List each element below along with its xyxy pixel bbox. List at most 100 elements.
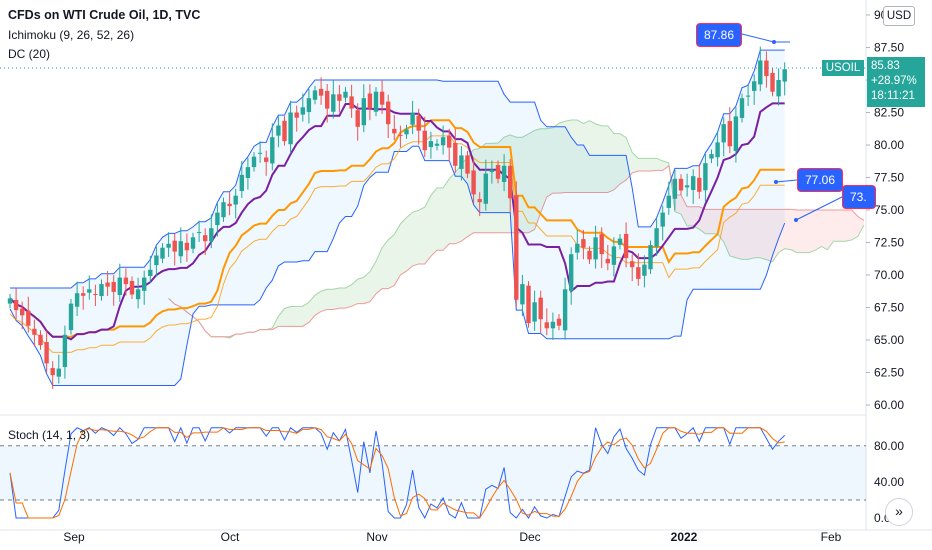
candle-body (447, 135, 452, 148)
cloud-segment (290, 306, 297, 327)
candle-body (428, 141, 434, 148)
stoch-band (0, 445, 866, 500)
cloud-segment (735, 209, 742, 260)
candle-body (367, 93, 373, 109)
candle-body (343, 91, 348, 98)
candle-body (196, 232, 202, 234)
candle-body (148, 269, 153, 277)
candle-body (203, 235, 208, 242)
lower-callout[interactable]: 73. (842, 185, 876, 209)
cloud-segment (540, 128, 547, 213)
candle-body (575, 243, 580, 253)
stoch-tick-label: 80.00 (874, 439, 904, 453)
candle-body (386, 101, 391, 125)
candle-body (13, 299, 19, 311)
last-price-tag: 85.83 +28.97% 18:11:21 (867, 57, 925, 107)
callout-lines (741, 33, 843, 222)
candle-body (215, 212, 220, 226)
cloud-segment (430, 187, 437, 257)
scroll-to-realtime-button[interactable]: » (885, 498, 913, 526)
bar-countdown: 18:11:21 (871, 90, 915, 102)
cloud-segment (485, 143, 492, 233)
time-tick-label: 2022 (671, 530, 698, 544)
candle-body (569, 254, 574, 291)
cloud-segment (559, 121, 566, 194)
currency-button[interactable]: USD (883, 6, 915, 26)
cloud-segment (376, 247, 383, 294)
cloud-segment (455, 164, 462, 244)
candle-body (727, 121, 732, 147)
candle-body (434, 143, 440, 146)
cloud-segment (839, 210, 846, 242)
stoch-legend[interactable]: Stoch (14, 1, 3) (8, 428, 91, 442)
candle-body (440, 137, 446, 146)
time-tick-label: Oct (221, 530, 240, 544)
candle-body (453, 142, 458, 166)
candle-body (129, 280, 135, 295)
price-tick-label: 67.50 (874, 301, 904, 315)
candle-body (337, 94, 342, 101)
cloud-segment (345, 284, 352, 309)
candle-body (782, 69, 787, 82)
symbol-tag: USOIL (822, 60, 864, 76)
candle-body (520, 284, 525, 305)
last-price: 85.83 (871, 60, 900, 72)
cloud-segment (565, 119, 572, 193)
price-tick-label: 62.50 (874, 366, 904, 380)
cloud-segment (650, 158, 657, 171)
candle-body (691, 176, 696, 190)
candle-body (611, 246, 617, 265)
candle-body (20, 308, 25, 316)
ichimoku-legend[interactable]: Ichimoku (9, 26, 52, 26) (8, 28, 135, 42)
cloud-segment (369, 261, 376, 302)
candle-body (672, 178, 678, 199)
cloud-segment (644, 158, 651, 171)
stochastic-pane (0, 426, 866, 520)
cloud-segment (790, 209, 797, 253)
candle-body (599, 234, 604, 255)
lagging-span (9, 135, 785, 353)
cloud-segment (662, 160, 669, 171)
candle-body (312, 90, 318, 100)
high-callout[interactable]: 87.86 (696, 23, 743, 47)
candle-body (318, 88, 324, 96)
cloud-segment (803, 210, 810, 253)
candle-body (465, 155, 470, 174)
chart-title: CFDs on WTI Crude Oil, 1D, TVC (8, 8, 201, 22)
candle-body (87, 289, 92, 293)
candle-body (550, 321, 556, 329)
lower-callout-connector (795, 196, 843, 221)
lower-anchor-dot (794, 218, 798, 222)
cloud-segment (534, 128, 541, 230)
candle-body (184, 242, 190, 251)
candle-body (666, 195, 671, 208)
candle-body (495, 165, 501, 179)
cloud-segment (388, 234, 395, 289)
candle-body (270, 137, 275, 164)
stoch-k-line (9, 426, 786, 520)
price-tick-label: 77.50 (874, 171, 904, 185)
price-grid (0, 0, 932, 531)
cloud-segment (418, 207, 425, 264)
donchian-legend[interactable]: DC (20) (8, 47, 51, 61)
kijun-callout[interactable]: 77.06 (797, 168, 844, 192)
cloud-segment (742, 209, 749, 260)
donchian-channel (9, 49, 786, 386)
candle-body (623, 233, 629, 259)
cloud-segment (638, 158, 645, 171)
candle-body (489, 169, 495, 173)
cloud-segment (796, 210, 803, 253)
cloud-segment (772, 209, 779, 262)
candle-body (56, 368, 61, 377)
candle-body (398, 134, 403, 136)
cloud-segment (656, 158, 663, 171)
cloud-segment (620, 133, 627, 184)
cloud-segment (821, 210, 828, 250)
cloud-segment (357, 277, 364, 304)
cloud-segment (449, 172, 456, 244)
cloud-segment (382, 239, 389, 289)
candle-body (93, 293, 98, 295)
cloud-segment (632, 152, 639, 173)
cloud-segment (583, 120, 590, 193)
